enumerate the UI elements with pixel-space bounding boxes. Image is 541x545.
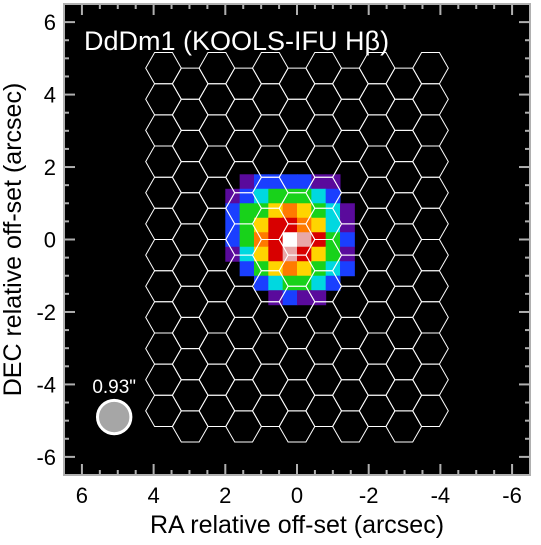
x-tick-label: 4	[147, 483, 159, 508]
x-tick-label: -2	[359, 483, 379, 508]
map-cell	[282, 188, 298, 204]
ifu-fiber-hexagon	[145, 52, 182, 85]
beam-circle	[95, 398, 133, 436]
map-cell	[225, 232, 241, 248]
map-cell	[282, 232, 298, 248]
map-cell	[325, 188, 341, 204]
map-cell	[253, 246, 269, 262]
map-cell	[239, 232, 255, 248]
map-cell	[297, 174, 312, 190]
x-axis-tick-labels: 6 4 2 0 -2 -4 -6	[76, 483, 522, 508]
y-axis-tick-labels: -6 -4 -2 0 2 4 6	[36, 10, 56, 470]
map-cell	[340, 261, 355, 277]
map-cell	[325, 261, 341, 277]
axis-ticks	[64, 4, 530, 475]
map-cell	[297, 203, 312, 219]
x-tick-label: 2	[219, 483, 231, 508]
map-cell	[340, 232, 355, 248]
map-cell	[297, 232, 312, 248]
y-tick-label: 0	[44, 228, 56, 253]
map-cell	[282, 290, 298, 306]
y-tick-label: -6	[36, 445, 56, 470]
x-tick-label: -6	[502, 483, 522, 508]
map-cell	[253, 217, 269, 233]
map-cell	[253, 275, 269, 291]
map-cell	[225, 246, 241, 262]
x-axis-label: RA relative off-set (arcsec)	[150, 511, 444, 539]
y-axis-label: DEC relative off-set (arcsec)	[0, 83, 27, 397]
map-cell	[268, 188, 284, 204]
map-cell	[268, 174, 284, 190]
chart-title: DdDm1 (KOOLS-IFU Hβ)	[84, 26, 389, 56]
map-cell	[311, 275, 327, 291]
map-cell	[282, 174, 298, 190]
ifu-fiber-grid	[145, 52, 449, 443]
map-cell	[340, 246, 355, 262]
map-cell	[325, 246, 341, 262]
map-cell	[325, 217, 341, 233]
map-cell	[239, 203, 255, 219]
map-cell	[239, 261, 255, 277]
map-cell	[268, 290, 284, 306]
x-tick-label: -4	[431, 483, 451, 508]
map-cell	[340, 203, 355, 219]
y-tick-label: 4	[44, 83, 56, 108]
y-tick-label: 6	[44, 10, 56, 35]
y-tick-label: -2	[36, 300, 56, 325]
map-cell	[268, 246, 284, 262]
map-cell	[253, 203, 269, 219]
x-tick-label: 0	[291, 483, 303, 508]
map-cell	[297, 275, 312, 291]
map-cell	[239, 188, 255, 204]
map-cell	[340, 217, 355, 233]
map-cell	[311, 217, 327, 233]
map-cell	[282, 261, 298, 277]
map-cell	[225, 217, 241, 233]
map-cell	[282, 275, 298, 291]
y-tick-label: -4	[36, 372, 56, 397]
map-cell	[268, 217, 284, 233]
map-cell	[253, 261, 269, 277]
map-cell	[239, 174, 255, 190]
map-cell	[268, 261, 284, 277]
map-cell	[311, 203, 327, 219]
map-cell	[311, 174, 327, 190]
x-tick-label: 6	[76, 483, 88, 508]
map-cell	[239, 217, 255, 233]
beam-size-label: 0.93"	[92, 377, 136, 398]
map-cell	[311, 261, 327, 277]
map-cell	[239, 246, 255, 262]
map-cell	[325, 275, 341, 291]
map-cell	[253, 188, 269, 204]
map-cell	[253, 174, 269, 190]
map-cell	[297, 188, 312, 204]
map-cell	[311, 246, 327, 262]
beam-indicator: 0.93"	[92, 377, 136, 436]
map-cell	[297, 217, 312, 233]
emission-map	[225, 174, 355, 306]
map-cell	[311, 188, 327, 204]
map-cell	[325, 203, 341, 219]
map-cell	[297, 261, 312, 277]
map-cell	[282, 203, 298, 219]
map-cell	[297, 290, 312, 306]
map-cell	[268, 275, 284, 291]
y-tick-label: 2	[44, 155, 56, 180]
